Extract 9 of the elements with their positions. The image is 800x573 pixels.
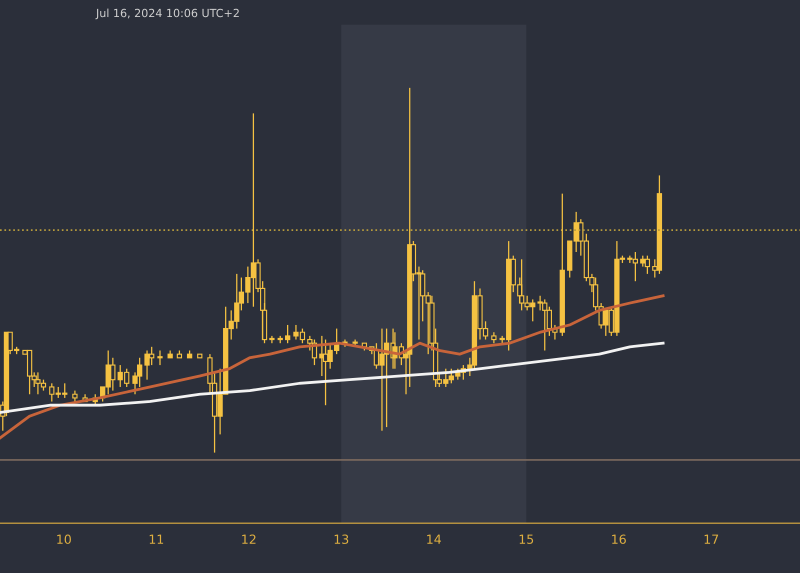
x-tick-label: 14 [427, 534, 442, 544]
x-tick-label: 16 [612, 534, 626, 544]
x-tick-label: 15 [520, 534, 534, 544]
x-tick-label: 12 [242, 534, 256, 544]
x-tick-label: 10 [57, 534, 71, 544]
x-tick-label: 17 [704, 534, 718, 544]
text: Jul 16, 2024 10:06 UTC+2 [95, 8, 239, 20]
x-tick-label: 11 [150, 534, 164, 544]
x-tick-label: 13 [334, 534, 348, 544]
